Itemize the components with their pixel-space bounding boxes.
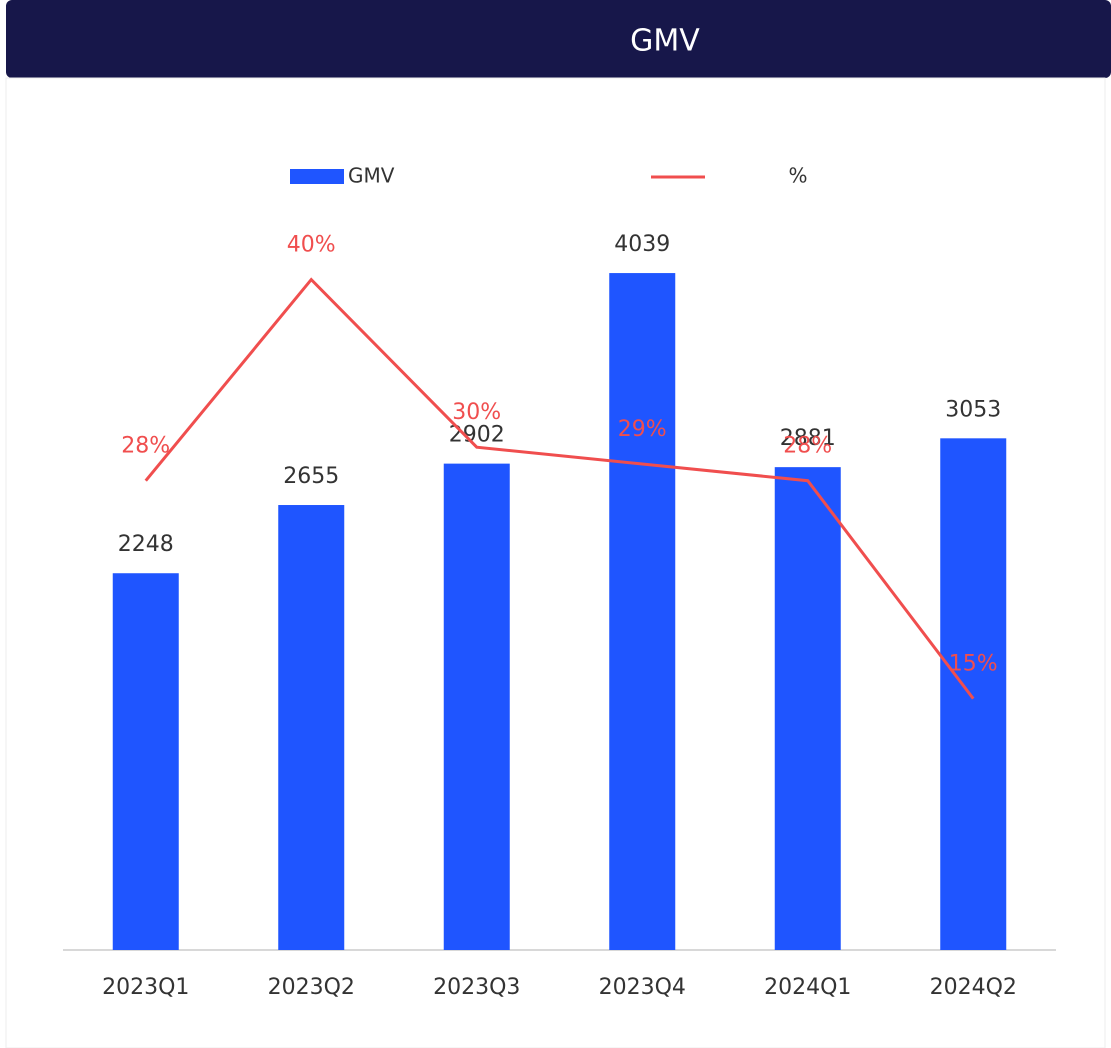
line-value-label: 15%	[949, 652, 998, 677]
legend-label: %	[788, 164, 807, 188]
bar-value-label: 4039	[614, 232, 670, 257]
line-value-label: 29%	[618, 417, 667, 442]
legend-swatch	[290, 169, 344, 184]
panel	[5, 77, 1106, 1048]
bar-value-label: 2248	[118, 532, 174, 557]
bar-value-label: 2881	[780, 426, 836, 451]
bar	[112, 573, 179, 950]
line-value-label: 40%	[287, 233, 336, 258]
line-value-label: 30%	[452, 400, 501, 425]
x-tick-label: 2024Q2	[930, 975, 1017, 1000]
bar-value-label: 3053	[945, 397, 1001, 422]
bar	[609, 273, 676, 950]
chart-title: GMV	[630, 24, 700, 59]
x-tick-label: 2023Q1	[102, 975, 189, 1000]
x-tick-label: 2023Q4	[599, 975, 686, 1000]
x-tick-label: 2023Q2	[268, 975, 355, 1000]
line	[144, 277, 975, 700]
legend-label: GMV	[348, 164, 395, 188]
bar	[774, 467, 841, 950]
x-tick-label: 2024Q1	[764, 975, 851, 1000]
bar	[278, 505, 345, 950]
bar-value-label: 2655	[283, 464, 339, 489]
line-value-label: 28%	[121, 434, 170, 459]
x-tick-label: 2023Q3	[433, 975, 520, 1000]
line-value-label: 28%	[783, 434, 832, 459]
bar	[940, 438, 1007, 950]
header	[6, 0, 1111, 78]
bar	[443, 463, 510, 950]
